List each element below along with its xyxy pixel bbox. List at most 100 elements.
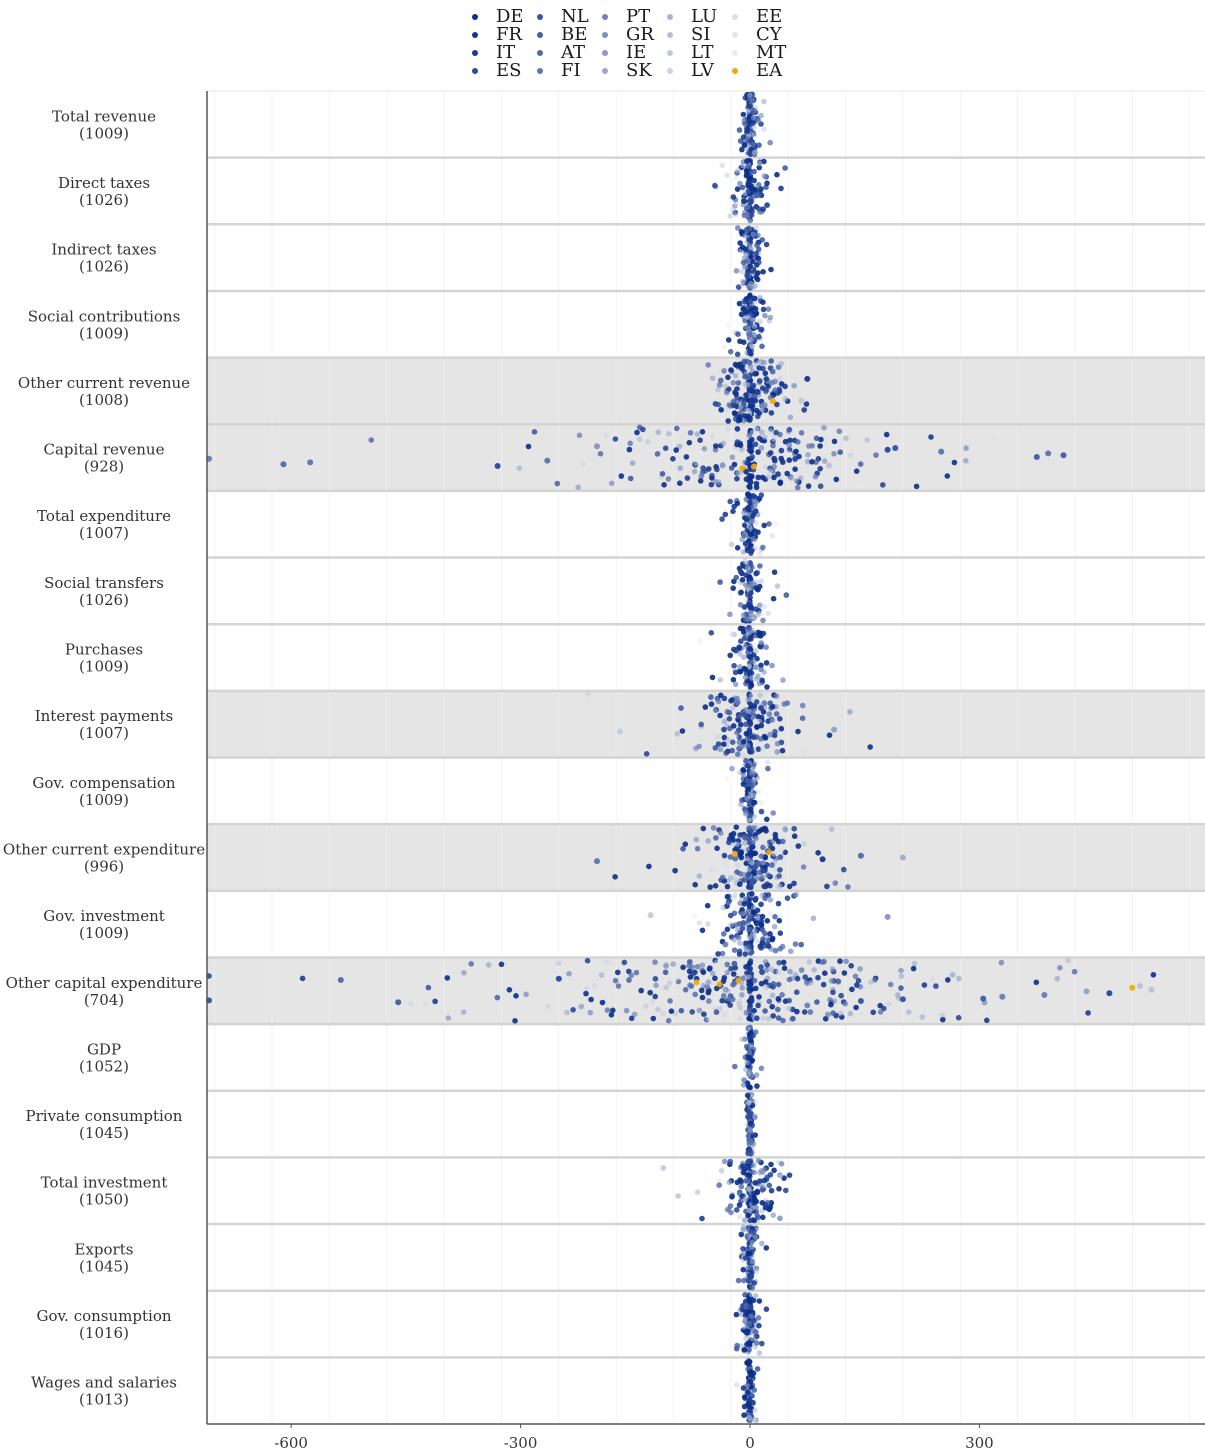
data-point bbox=[740, 510, 747, 516]
data-point bbox=[750, 231, 756, 238]
row-count: (1007) bbox=[79, 524, 129, 542]
data-point bbox=[721, 931, 727, 937]
data-point bbox=[760, 1015, 767, 1021]
data-point bbox=[821, 424, 827, 431]
data-point bbox=[843, 958, 849, 965]
data-point bbox=[911, 960, 918, 967]
data-point bbox=[750, 710, 756, 716]
data-point bbox=[847, 996, 853, 1003]
data-point bbox=[770, 595, 777, 602]
data-point bbox=[734, 927, 741, 933]
row-label: Gov. consumption bbox=[36, 1307, 171, 1325]
data-point bbox=[724, 926, 731, 933]
legend-marker bbox=[602, 14, 608, 20]
data-point bbox=[724, 775, 730, 782]
data-point bbox=[748, 613, 754, 620]
data-point bbox=[725, 426, 732, 432]
data-point bbox=[615, 983, 622, 989]
data-point bbox=[627, 863, 633, 870]
data-point bbox=[724, 883, 731, 890]
data-point bbox=[824, 883, 830, 890]
data-point bbox=[1085, 1010, 1091, 1016]
data-point bbox=[746, 103, 753, 110]
data-point bbox=[700, 825, 707, 832]
data-point bbox=[748, 986, 754, 992]
data-point bbox=[608, 480, 615, 487]
legend-label: EA bbox=[756, 60, 783, 81]
data-point bbox=[750, 769, 756, 776]
data-point bbox=[746, 332, 752, 338]
data-point bbox=[697, 639, 704, 645]
data-point bbox=[811, 967, 817, 973]
data-point bbox=[750, 1032, 756, 1039]
data-point bbox=[760, 365, 766, 372]
data-point bbox=[655, 429, 662, 436]
data-point bbox=[755, 860, 761, 866]
data-point bbox=[721, 1012, 728, 1018]
row-label: Gov. compensation bbox=[32, 774, 176, 792]
data-point bbox=[741, 418, 747, 424]
data-point bbox=[676, 443, 683, 450]
data-point bbox=[745, 1166, 752, 1172]
data-point bbox=[763, 1306, 770, 1312]
data-point bbox=[765, 872, 771, 879]
data-point bbox=[698, 721, 704, 728]
row-points-14 bbox=[206, 957, 1157, 1024]
data-point bbox=[494, 994, 501, 1001]
data-point bbox=[749, 1013, 755, 1019]
data-point bbox=[699, 994, 706, 1001]
data-point bbox=[598, 972, 605, 978]
data-point bbox=[612, 874, 618, 880]
data-point bbox=[755, 529, 761, 535]
legend-marker bbox=[602, 68, 608, 74]
data-point bbox=[732, 681, 739, 688]
data-point bbox=[756, 435, 763, 442]
data-point bbox=[746, 1294, 752, 1300]
row-points-13 bbox=[691, 891, 817, 957]
data-point bbox=[735, 745, 742, 752]
legend-marker bbox=[602, 50, 608, 56]
data-point bbox=[727, 652, 733, 659]
data-point bbox=[699, 1215, 705, 1222]
data-point bbox=[716, 1178, 722, 1185]
data-point bbox=[738, 311, 745, 318]
data-point bbox=[819, 959, 826, 965]
data-point bbox=[823, 435, 829, 441]
row-shade bbox=[207, 824, 1205, 891]
data-point bbox=[752, 397, 759, 404]
data-point bbox=[744, 974, 750, 980]
data-point bbox=[752, 502, 758, 509]
data-point bbox=[710, 825, 717, 831]
data-point bbox=[738, 164, 745, 171]
data-point bbox=[742, 317, 748, 324]
data-point bbox=[692, 881, 698, 888]
data-point bbox=[580, 461, 586, 468]
data-point bbox=[737, 664, 743, 670]
legend-marker bbox=[667, 68, 673, 74]
data-point bbox=[725, 337, 732, 343]
data-point bbox=[729, 631, 735, 637]
data-point bbox=[758, 705, 764, 711]
data-point bbox=[743, 896, 749, 903]
data-point bbox=[749, 1373, 755, 1379]
data-point bbox=[745, 364, 752, 371]
data-point bbox=[767, 731, 773, 738]
outlier-point bbox=[857, 852, 864, 859]
data-point bbox=[758, 112, 764, 119]
data-point bbox=[748, 253, 754, 260]
data-point bbox=[742, 121, 748, 127]
data-point bbox=[760, 746, 766, 752]
data-point bbox=[756, 192, 762, 198]
data-point bbox=[755, 611, 761, 618]
data-point bbox=[748, 1417, 754, 1423]
data-point bbox=[741, 212, 748, 219]
data-point bbox=[770, 442, 776, 449]
row-points-19 bbox=[733, 1291, 770, 1356]
data-point bbox=[750, 258, 756, 265]
data-point bbox=[696, 873, 703, 879]
data-point bbox=[787, 437, 793, 444]
data-point bbox=[727, 912, 734, 919]
outlier-point bbox=[494, 463, 501, 469]
data-point bbox=[933, 983, 939, 989]
data-point bbox=[768, 1161, 774, 1168]
